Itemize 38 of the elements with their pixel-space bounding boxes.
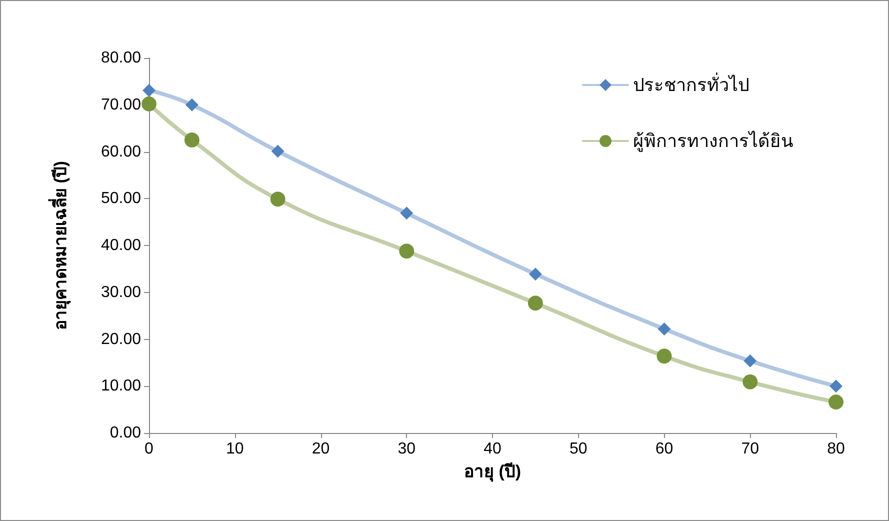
point [184, 132, 200, 148]
x-tick-label: 10 [226, 440, 244, 458]
point [742, 374, 758, 390]
x-tick-label: 30 [398, 440, 416, 458]
x-tick-label: 40 [484, 440, 502, 458]
y-tick-label: 20.00 [100, 330, 142, 348]
x-tick-label: 50 [569, 440, 588, 458]
y-tick-label: 50.00 [100, 190, 142, 208]
legend-label: ประชากรทั่วไป [633, 72, 749, 95]
point [528, 268, 542, 281]
point [185, 98, 198, 112]
point [399, 244, 414, 259]
x-tick-label: 70 [741, 440, 760, 458]
y-tick-label: 30.00 [100, 284, 142, 301]
point [828, 394, 844, 410]
point [658, 322, 671, 336]
x-axis-title: อายุ (ปี) [464, 461, 522, 482]
point [270, 192, 286, 207]
point [142, 84, 156, 97]
point [400, 206, 414, 220]
y-tick-label: 70.00 [100, 96, 142, 114]
x-tick-label: 0 [144, 440, 154, 458]
x-tick-label: 20 [312, 440, 330, 458]
point [142, 96, 156, 112]
point [830, 380, 842, 393]
y-tick-label: 10.00 [100, 378, 142, 395]
y-axis-title: อายุคาดหมายเฉลี่ย (ปี) [48, 160, 71, 330]
point [656, 348, 672, 364]
x-tick-label: 60 [655, 440, 674, 458]
y-tick-label: 0.00 [110, 424, 142, 442]
point [528, 296, 543, 311]
point [744, 354, 757, 368]
x-tick-label: 80 [827, 440, 845, 458]
legend-label: ผู้พิการทางการได้ยิน [633, 130, 793, 152]
y-tick-label: 40.00 [100, 237, 142, 254]
y-tick-label: 60.00 [100, 143, 142, 160]
y-tick-label: 80.00 [100, 50, 142, 66]
point [271, 144, 284, 158]
